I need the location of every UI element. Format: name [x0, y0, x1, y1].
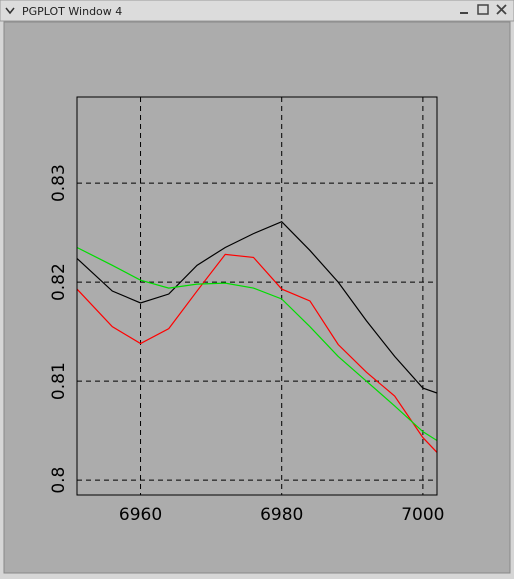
window-title: PGPLOT Window 4 [22, 5, 122, 18]
minimize-button[interactable] [460, 12, 468, 14]
series-line [77, 246, 437, 442]
series-line [77, 221, 437, 394]
y-tick-label: 0.83 [49, 164, 69, 202]
y-tick-label: 0.8 [49, 467, 69, 494]
close-button[interactable] [496, 4, 507, 15]
title-bar [0, 0, 514, 22]
window-menu-icon[interactable] [5, 7, 15, 15]
plot-frame [76, 96, 438, 496]
x-tick-label: 7000 [401, 505, 444, 525]
y-tick-label: 0.82 [49, 263, 69, 301]
y-tick-label: 0.81 [49, 362, 69, 400]
x-tick-label: 6960 [119, 505, 162, 525]
plot: 6960 6980 7000 0.8 0.81 0.82 0.83 [49, 96, 445, 525]
maximize-button[interactable] [477, 4, 489, 15]
series-line [77, 253, 437, 453]
plot-canvas [3, 21, 511, 574]
x-tick-label: 6980 [260, 505, 303, 525]
